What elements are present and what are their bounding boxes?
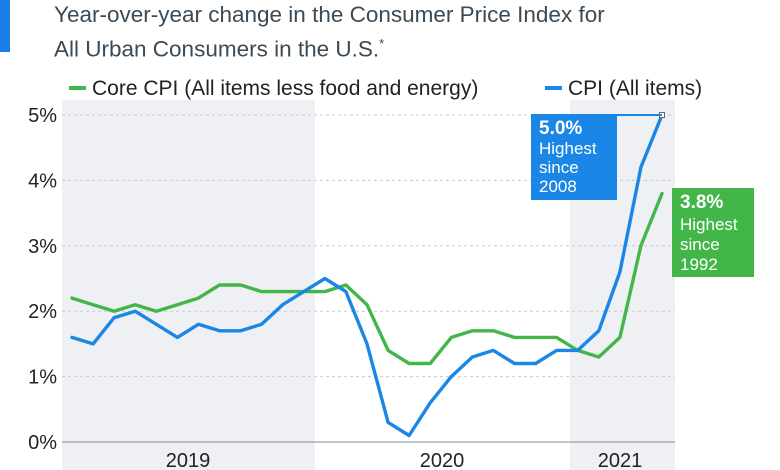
cpi-annotation-line: since — [539, 158, 579, 177]
y-axis-ticks: 0% 1% 2% 3% 4% 5% — [28, 105, 57, 454]
chart-subtitle: Year-over-year change in the Consumer Pr… — [54, 0, 754, 64]
core-cpi-line — [70, 191, 664, 366]
cpi-annotation-box — [531, 114, 617, 200]
y-tick-label: 3% — [28, 236, 57, 258]
core-annotation-line: Highest — [680, 215, 738, 234]
subtitle-accent-bar — [0, 0, 10, 52]
legend: Core CPI (All items less food and energy… — [69, 77, 702, 100]
cpi-annotation-line: 2008 — [539, 177, 577, 196]
core-annotation-line: since — [680, 235, 720, 254]
subtitle-line-1: Year-over-year change in the Consumer Pr… — [54, 2, 605, 27]
core-annotation-line: 1992 — [680, 255, 718, 274]
legend-label-core: Core CPI (All items less food and energy… — [92, 77, 478, 100]
footnote-mark: * — [379, 36, 385, 51]
y-tick-label: 4% — [28, 170, 57, 192]
subtitle-line-2: All Urban Consumers in the U.S.* — [54, 29, 754, 64]
y-tick-label: 5% — [28, 105, 57, 127]
y-tick-label: 2% — [28, 301, 57, 323]
year-label-2019: 2019 — [166, 450, 211, 470]
x-axis-years: 2019 2020 2021 — [166, 450, 643, 470]
core-annotation-box — [672, 188, 754, 277]
legend-label-cpi: CPI (All items) — [568, 77, 702, 100]
cpi-annotation-line: Highest — [539, 139, 597, 158]
year-shade-2019 — [62, 100, 315, 470]
subtitle-line-2-text: All Urban Consumers in the U.S. — [54, 36, 380, 62]
y-tick-label: 0% — [28, 432, 57, 454]
year-label-2020: 2020 — [420, 450, 465, 470]
year-label-2021: 2021 — [598, 450, 643, 470]
cpi-annotation-value: 5.0% — [539, 118, 582, 139]
cpi-line — [70, 113, 664, 438]
y-tick-label: 1% — [28, 367, 57, 389]
core-annotation-value: 3.8% — [680, 192, 723, 213]
